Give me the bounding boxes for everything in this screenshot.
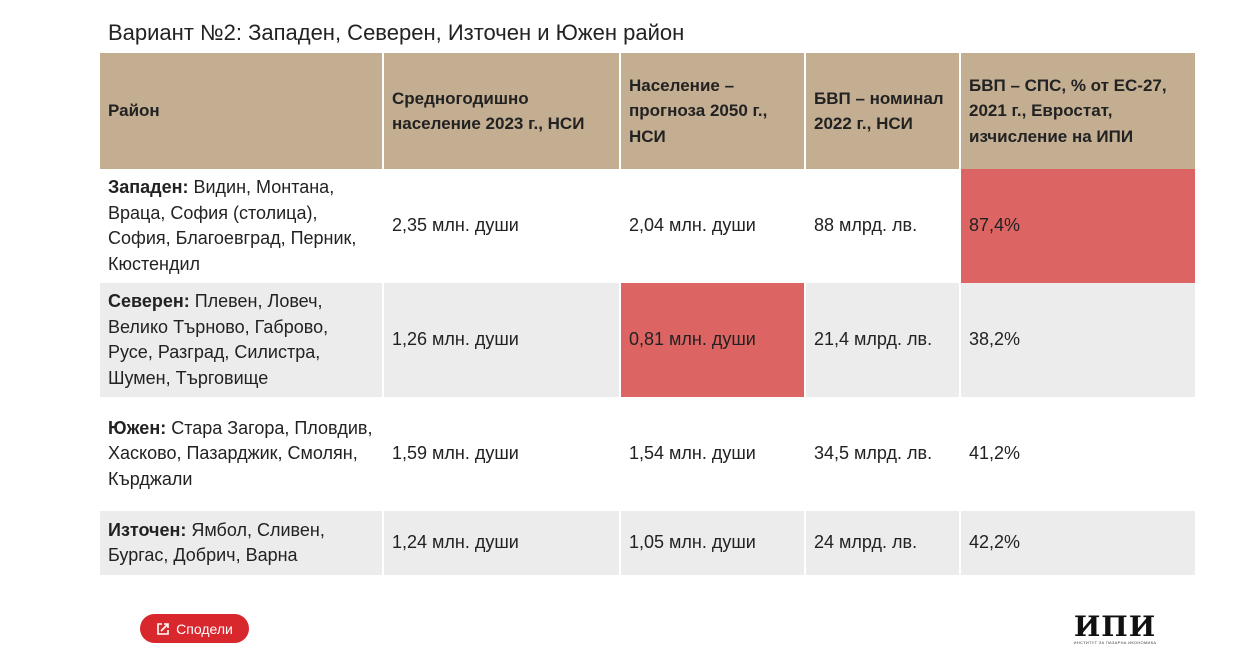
region-districts: Плевен, Ловеч, Велико Търново, Габрово, …: [108, 291, 329, 388]
region-cell: Източен: Ямбол, Сливен, Бургас, Добрич, …: [100, 511, 384, 575]
column-header-region: Район: [100, 53, 384, 169]
region-districts: Ямбол, Сливен, Бургас, Добрич, Варна: [108, 519, 325, 566]
pop-2050-cell: 2,04 млн. души: [620, 169, 806, 283]
share-button[interactable]: Сподели: [140, 614, 249, 643]
table-header-row: Район Средногодишно население 2023 г., Н…: [100, 53, 1195, 169]
column-header-pop-2050: Население – прогноза 2050 г., НСИ: [620, 53, 806, 169]
gdp-pps-cell: 41,2%: [960, 397, 1195, 511]
page-title: Вариант №2: Западен, Северен, Източен и …: [108, 20, 685, 45]
gdp-nominal-cell: 21,4 млрд. лв.: [805, 283, 961, 397]
region-cell: Северен: Плевен, Ловеч, Велико Търново, …: [100, 283, 384, 397]
share-button-label: Сподели: [176, 620, 233, 637]
region-name: Източен:: [108, 519, 187, 540]
pop-2023-cell: 1,59 млн. души: [383, 397, 621, 511]
region-districts: Стара Загора, Пловдив, Хасково, Пазарджи…: [108, 417, 373, 489]
table-row: Западен: Видин, Монтана, Враца, София (с…: [100, 169, 1195, 283]
gdp-nominal-cell: 24 млрд. лв.: [805, 511, 961, 575]
gdp-nominal-cell: 34,5 млрд. лв.: [805, 397, 961, 511]
logo-mark: ИПИ: [1073, 610, 1157, 643]
table-row: Източен: Ямбол, Сливен, Бургас, Добрич, …: [100, 511, 1195, 575]
logo-subtitle: ИНСТИТУТ ЗА ПАЗАРНА ИКОНОМИКА: [1073, 640, 1157, 645]
region-name: Южен:: [108, 417, 167, 438]
pop-2050-cell: 1,05 млн. души: [620, 511, 806, 575]
pop-2023-cell: 1,24 млн. души: [383, 511, 621, 575]
column-header-pop-2023: Средногодишно население 2023 г., НСИ: [383, 53, 621, 169]
pop-2023-cell: 1,26 млн. души: [383, 283, 621, 397]
column-header-gdp-pps: БВП – СПС, % от ЕС-27, 2021 г., Евростат…: [960, 53, 1195, 169]
region-cell: Западен: Видин, Монтана, Враца, София (с…: [100, 169, 384, 283]
pop-2023-cell: 2,35 млн. души: [383, 169, 621, 283]
pop-2050-cell: 1,54 млн. души: [620, 397, 806, 511]
table-row: Северен: Плевен, Ловеч, Велико Търново, …: [100, 283, 1195, 397]
gdp-nominal-cell: 88 млрд. лв.: [805, 169, 961, 283]
region-name: Северен:: [108, 291, 190, 311]
regions-table: Район Средногодишно население 2023 г., Н…: [100, 53, 1195, 575]
table-row: Южен: Стара Загора, Пловдив, Хасково, Па…: [100, 397, 1195, 511]
ipi-logo: ИПИ ИНСТИТУТ ЗА ПАЗАРНА ИКОНОМИКА: [1070, 610, 1160, 646]
region-name: Западен:: [108, 177, 189, 197]
region-cell: Южен: Стара Загора, Пловдив, Хасково, Па…: [100, 397, 384, 511]
region-districts: Видин, Монтана, Враца, София (столица), …: [108, 177, 357, 274]
share-icon: [156, 622, 170, 636]
gdp-pps-cell: 38,2%: [960, 283, 1195, 397]
gdp-pps-cell: 87,4%: [960, 169, 1195, 283]
gdp-pps-cell: 42,2%: [960, 511, 1195, 575]
pop-2050-cell: 0,81 млн. души: [620, 283, 806, 397]
column-header-gdp-nominal: БВП – номинал 2022 г., НСИ: [805, 53, 961, 169]
